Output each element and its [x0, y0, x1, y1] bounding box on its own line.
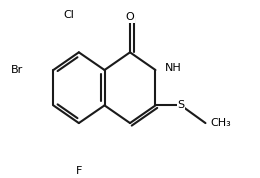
Text: F: F: [76, 166, 82, 176]
Text: Cl: Cl: [63, 10, 74, 20]
Text: O: O: [126, 12, 134, 22]
Text: Br: Br: [11, 65, 23, 75]
Text: NH: NH: [165, 63, 182, 73]
Text: S: S: [177, 100, 185, 110]
Text: CH₃: CH₃: [210, 118, 231, 128]
